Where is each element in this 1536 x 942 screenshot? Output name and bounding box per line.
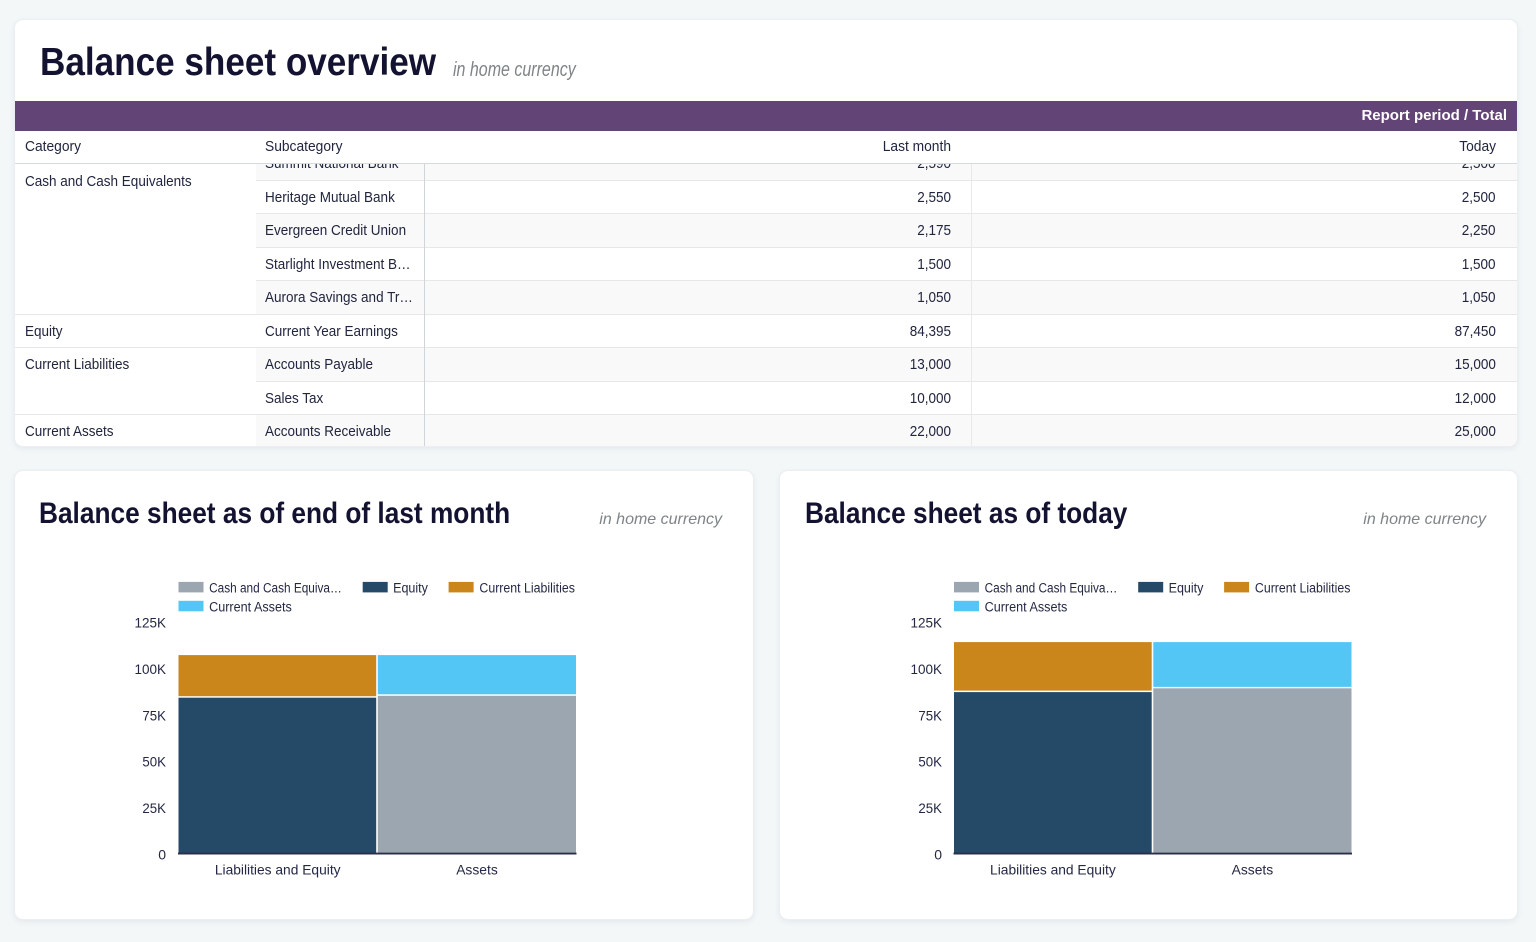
svg-text:Assets: Assets	[456, 862, 498, 878]
svg-text:Equity: Equity	[1169, 580, 1204, 595]
svg-text:Equity: Equity	[393, 580, 428, 595]
svg-text:0: 0	[158, 846, 166, 862]
svg-text:Current Liabilities: Current Liabilities	[479, 580, 575, 595]
svg-text:100K: 100K	[911, 661, 943, 677]
svg-text:Current Liabilities: Current Liabilities	[1255, 580, 1351, 595]
svg-text:Cash and Cash Equiva…: Cash and Cash Equiva…	[985, 580, 1118, 595]
svg-text:50K: 50K	[142, 754, 166, 770]
svg-text:75K: 75K	[918, 707, 942, 723]
svg-text:Liabilities and Equity: Liabilities and Equity	[215, 862, 341, 878]
svg-text:Cash and Cash Equiva…: Cash and Cash Equiva…	[209, 580, 342, 595]
svg-text:100K: 100K	[135, 661, 167, 677]
svg-text:Current Assets: Current Assets	[985, 600, 1068, 615]
svg-text:25K: 25K	[918, 800, 942, 816]
svg-text:125K: 125K	[911, 615, 943, 631]
svg-text:Liabilities and Equity: Liabilities and Equity	[990, 862, 1116, 878]
svg-text:0: 0	[934, 846, 942, 862]
svg-text:Assets: Assets	[1232, 862, 1274, 878]
svg-text:50K: 50K	[918, 754, 942, 770]
svg-text:25K: 25K	[142, 800, 166, 816]
svg-text:125K: 125K	[135, 615, 167, 631]
svg-text:75K: 75K	[142, 707, 166, 723]
svg-text:Current Assets: Current Assets	[209, 600, 292, 615]
